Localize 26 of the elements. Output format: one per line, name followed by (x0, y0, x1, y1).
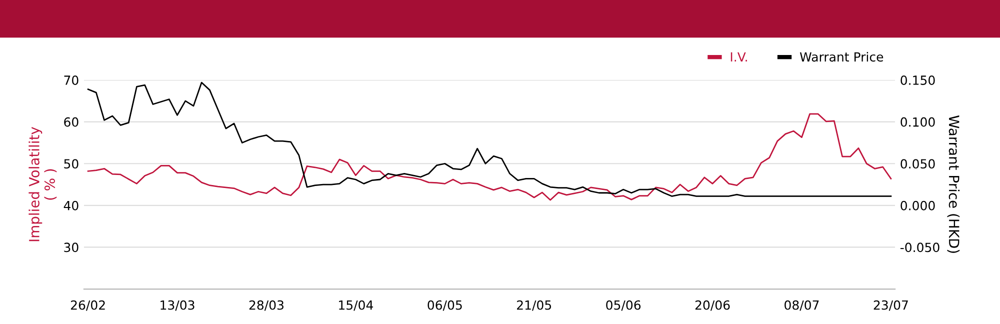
x-tick-label: 28/03 (249, 300, 284, 311)
x-tick-label: 15/04 (339, 300, 373, 311)
y-tick-label: 50 (64, 159, 78, 169)
y2-tick-label: 0.050 (900, 159, 935, 169)
y-tick-label: 40 (64, 200, 78, 210)
y2-tick-label: 0.150 (900, 76, 935, 85)
y-tick-label: 70 (64, 76, 78, 85)
x-tick-label: 21/05 (517, 300, 552, 311)
y-tick-label: 30 (64, 242, 78, 252)
y-tick-label: 60 (64, 117, 78, 127)
x-tick-label: 08/07 (784, 300, 819, 311)
line-series (87, 113, 892, 201)
y2-tick-label: 0.100 (900, 117, 935, 127)
x-tick-label: 06/05 (428, 300, 462, 311)
x-tick-label: 26/02 (70, 300, 105, 311)
x-tick-label: 20/06 (695, 300, 730, 311)
legend-label: I.V. (730, 52, 747, 62)
x-tick-label: 23/07 (874, 300, 908, 311)
line-series (87, 82, 892, 197)
legend-label: Warrant Price (800, 52, 884, 62)
y2-axis-title: Warrant Price (HKD) (947, 115, 960, 253)
y-axis-title: Implied Volatility ( % ) (28, 126, 57, 242)
y2-tick-label: 0.000 (900, 200, 935, 210)
x-tick-label: 05/06 (606, 300, 641, 311)
y2-tick-label: -0.050 (900, 242, 940, 252)
x-tick-label: 13/03 (160, 300, 194, 311)
